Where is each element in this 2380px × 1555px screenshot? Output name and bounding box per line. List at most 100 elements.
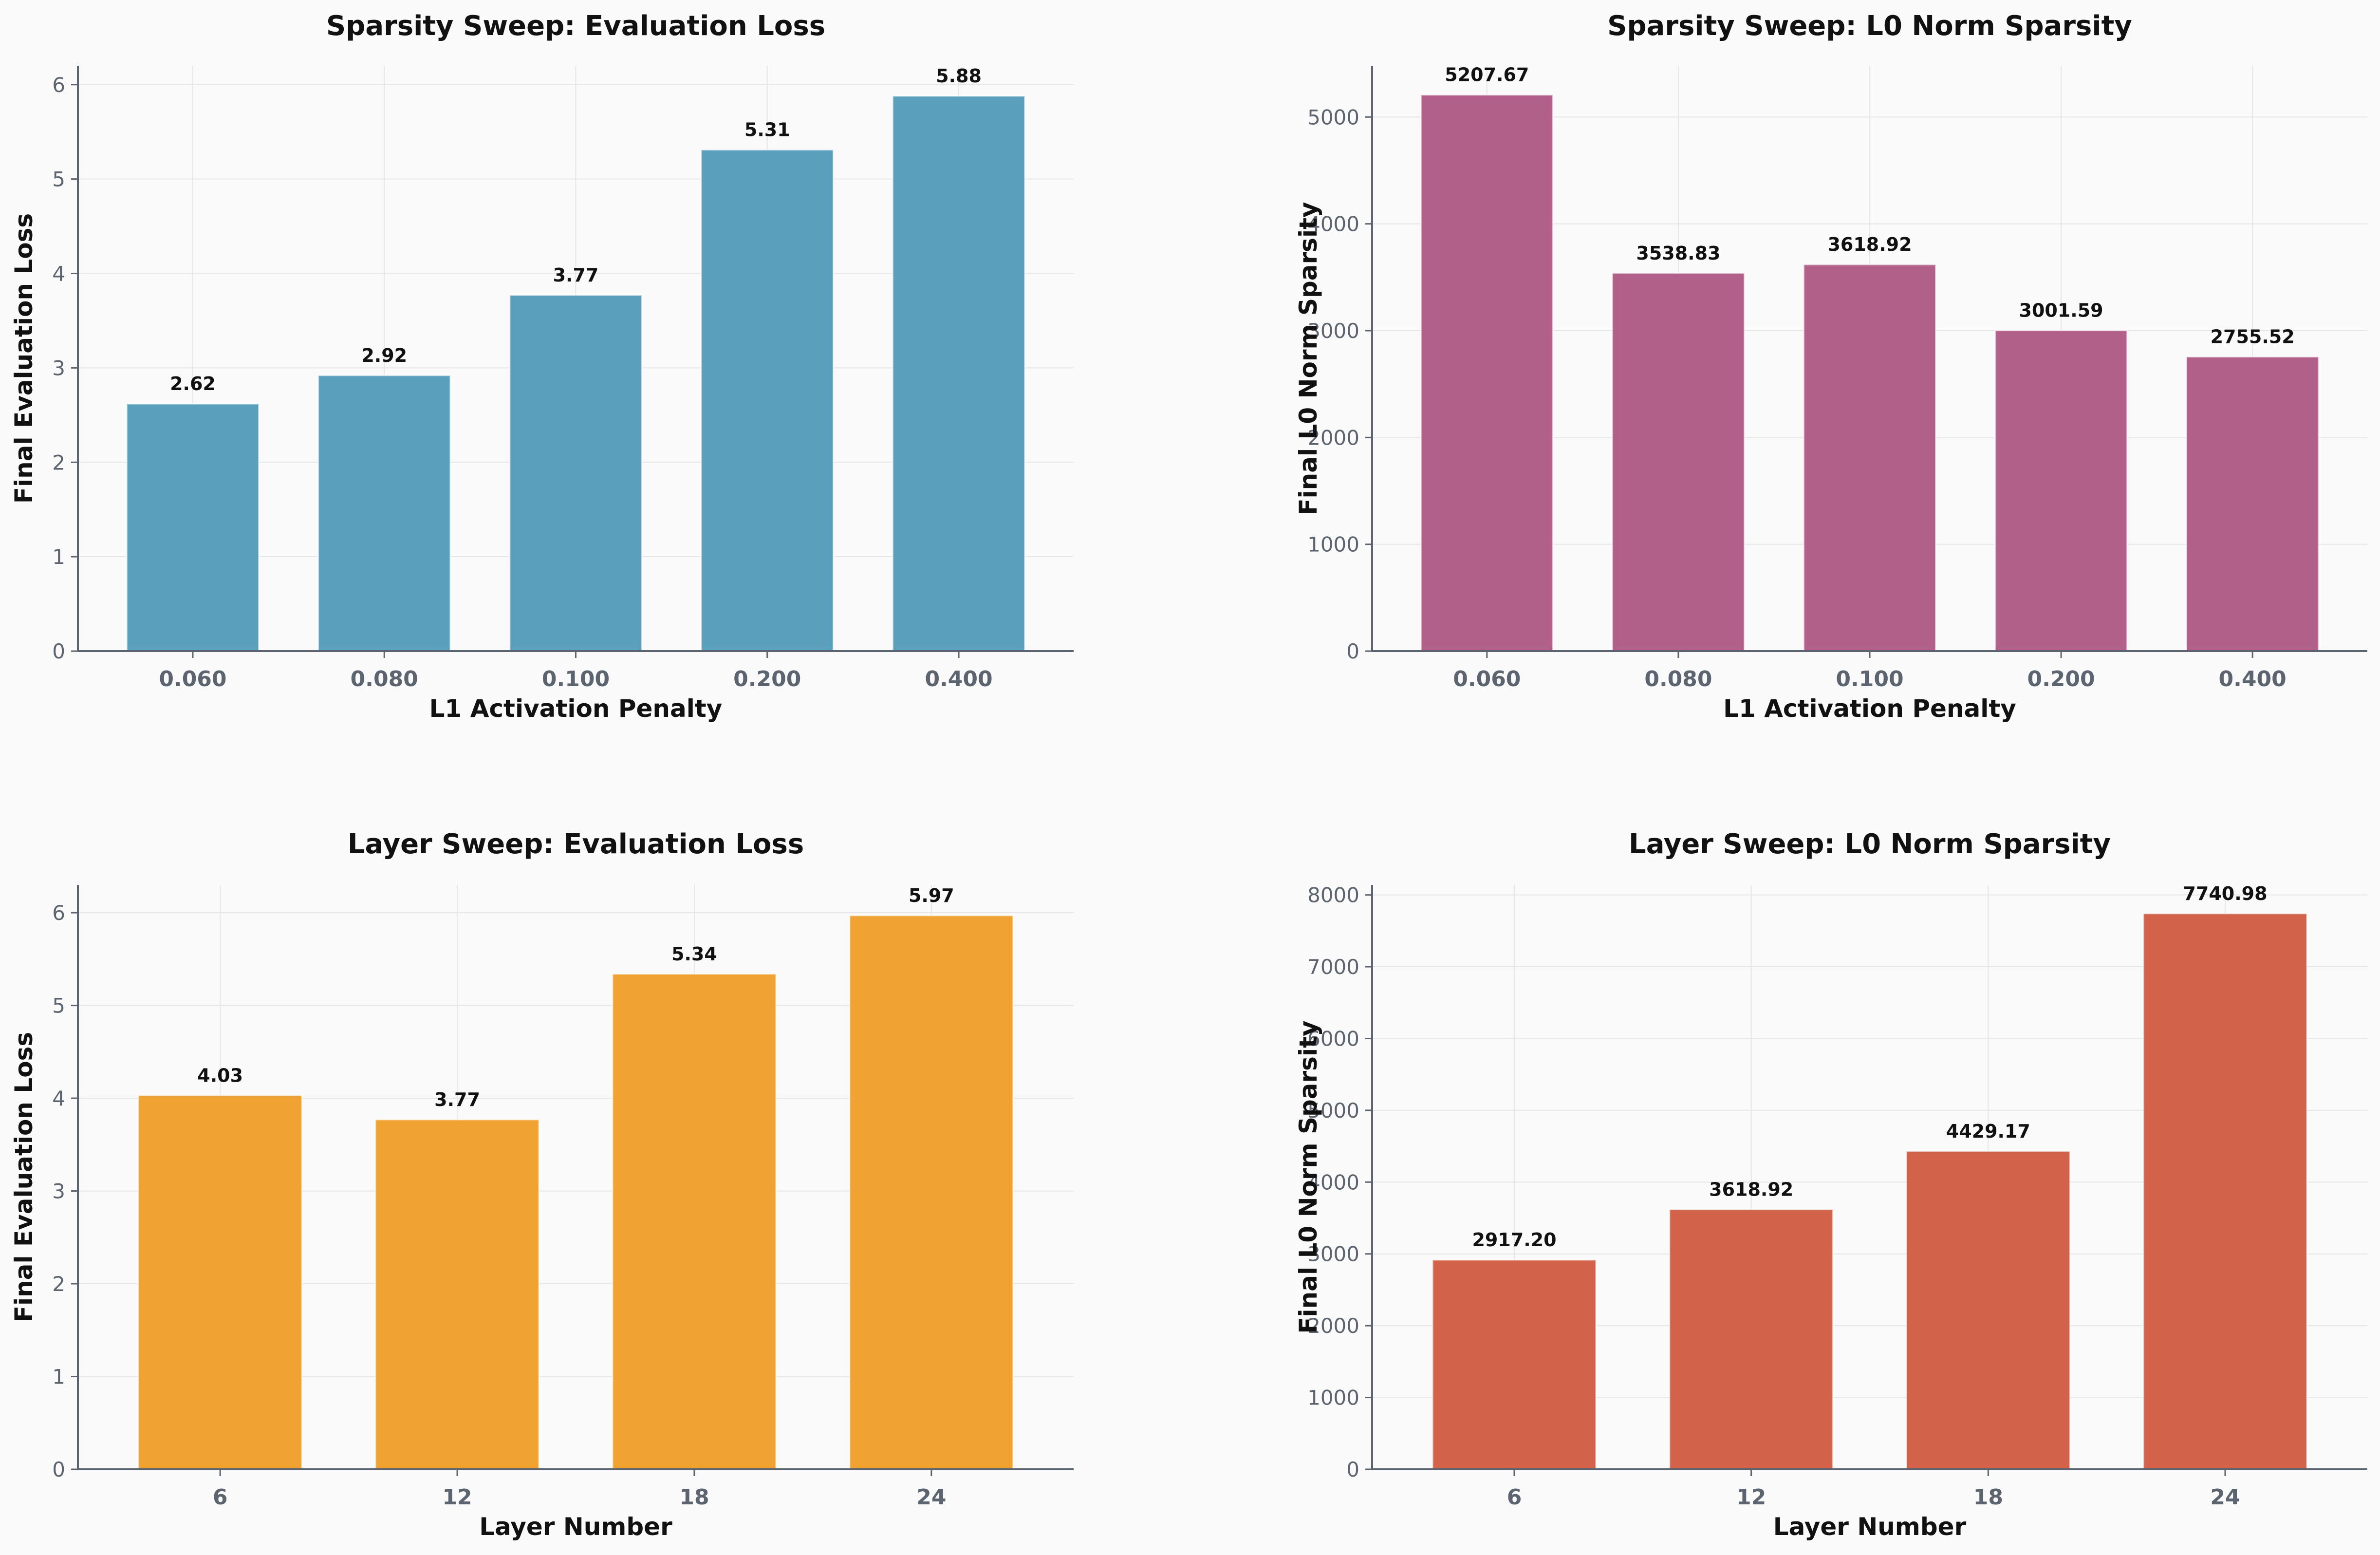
y-tick-label: 3000 [1307,319,1359,343]
x-tick-label: 6 [213,1485,228,1510]
y-axis-label: Final L0 Norm Sparsity [1294,202,1322,515]
x-tick-label: 0.200 [2027,667,2095,692]
bar-value-label: 5.34 [671,943,717,965]
x-tick-label: 0.100 [1836,667,1903,692]
bar [509,294,643,652]
x-tick-label: 18 [1973,1485,2003,1510]
y-tick-label: 5 [52,168,65,191]
x-tick-label: 12 [1736,1485,1766,1510]
y-tick-label: 3 [52,356,65,380]
x-axis-label: L1 Activation Penalty [1723,694,2016,723]
y-tick-label: 6 [52,73,65,97]
bar-value-label: 3001.59 [2019,300,2103,321]
y-tick-label: 4 [52,262,65,286]
y-tick-label: 4000 [1307,1170,1359,1194]
x-tick-label: 24 [2210,1485,2240,1510]
bar-value-label: 7740.98 [2183,883,2267,904]
bar [612,973,777,1470]
bar-value-label: 2.62 [170,373,216,394]
y-axis-label: Final L0 Norm Sparsity [1294,1020,1322,1333]
y-axis-label: Final Evaluation Loss [10,213,38,504]
bar-value-label: 3618.92 [1709,1179,1793,1200]
y-tick-label: 4 [52,1087,65,1110]
bar-value-label: 3618.92 [1827,234,1912,255]
bar [1905,1150,2071,1470]
bar-value-label: 2.92 [361,345,407,366]
x-tick-label: 18 [679,1485,709,1510]
bar [2186,356,2320,652]
bar-value-label: 4.03 [197,1065,243,1086]
bar-value-label: 5.88 [936,65,982,87]
bar [1669,1208,1834,1470]
bar [1420,94,1554,652]
y-tick-label: 3 [52,1180,65,1203]
y-axis-label: Final Evaluation Loss [10,1032,38,1322]
x-axis-label: Layer Number [1773,1513,1967,1541]
x-tick-label: 0.060 [159,667,226,692]
bar [374,1119,540,1470]
y-tick-label: 6000 [1307,1027,1359,1050]
bar-value-label: 5207.67 [1445,64,1529,86]
y-tick-label: 6 [52,901,65,925]
bar-value-label: 2755.52 [2211,326,2295,348]
chart-title: Sparsity Sweep: L0 Norm Sparsity [1607,10,2132,42]
y-tick-label: 0 [52,639,65,663]
bar [892,95,1026,652]
chart-panel-4: 2917.20 3618.92 4429.17 7740.98 0 1000 2000 300… [1294,828,2367,1541]
y-tick-label: 3000 [1307,1242,1359,1266]
bar [700,149,834,652]
bar [126,403,260,652]
bar [317,375,451,652]
y-tick-label: 1 [52,1365,65,1389]
y-tick-label: 2000 [1307,1314,1359,1338]
bar-value-label: 5.31 [744,119,790,141]
x-tick-label: 0.400 [2219,667,2287,692]
x-tick-label: 0.060 [1453,667,1521,692]
bar [1611,272,1746,652]
bar [1432,1259,1597,1470]
chart-panel-2: 5207.67 3538.83 3618.92 3001.59 2755.52 0 1000… [1294,10,2367,723]
bar-value-label: 2917.20 [1472,1229,1556,1251]
y-tick-label: 1 [52,545,65,569]
bar-value-label: 4429.17 [1946,1121,2030,1142]
bar-value-label: 3538.83 [1636,243,1720,264]
chart-title: Layer Sweep: L0 Norm Sparsity [1629,828,2111,860]
chart-panel-1: 2.62 2.92 3.77 5.31 5.88 0 1 2 3 4 5 6 0.060 0.080 0.1… [10,10,1074,723]
y-tick-label: 5000 [1307,105,1359,129]
x-tick-label: 6 [1507,1485,1522,1510]
y-tick-label: 1000 [1307,533,1359,557]
x-tick-label: 0.100 [542,667,610,692]
bar [1803,263,1937,652]
bar [137,1094,303,1470]
x-tick-label: 0.080 [351,667,418,692]
x-tick-label: 0.200 [733,667,801,692]
x-axis-label: L1 Activation Penalty [429,694,723,723]
y-tick-label: 0 [1346,1458,1359,1481]
chart-title: Sparsity Sweep: Evaluation Loss [326,10,825,42]
y-tick-label: 0 [52,1458,65,1481]
y-tick-label: 5000 [1307,1099,1359,1123]
bar-value-label: 3.77 [553,264,599,286]
bar-value-label: 5.97 [909,885,954,906]
y-tick-label: 5 [52,994,65,1018]
y-tick-label: 2 [52,1272,65,1296]
y-tick-label: 2 [52,450,65,474]
x-axis-label: Layer Number [479,1513,672,1541]
y-tick-label: 0 [1346,639,1359,663]
y-tick-label: 2000 [1307,426,1359,450]
x-tick-label: 0.400 [925,667,992,692]
y-tick-label: 8000 [1307,883,1359,907]
bar-value-label: 3.77 [434,1089,480,1110]
y-tick-label: 1000 [1307,1386,1359,1410]
y-tick-label: 4000 [1307,212,1359,236]
chart-title: Layer Sweep: Evaluation Loss [348,828,804,860]
y-tick-label: 7000 [1307,955,1359,979]
x-tick-label: 12 [442,1485,472,1510]
bar [2142,913,2308,1470]
x-tick-label: 0.080 [1644,667,1712,692]
bar [1994,330,2128,652]
x-tick-label: 24 [916,1485,946,1510]
bar [849,915,1014,1470]
